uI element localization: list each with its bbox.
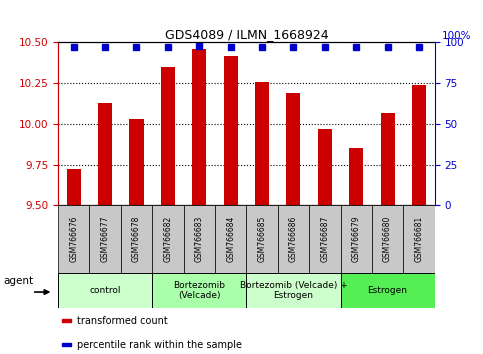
Bar: [58, 273, 152, 308]
Bar: [349, 148, 363, 205]
Bar: [341, 205, 372, 273]
Text: Bortezomib
(Velcade): Bortezomib (Velcade): [173, 281, 225, 300]
Bar: [62, 319, 71, 322]
Text: 100%: 100%: [442, 31, 472, 41]
Bar: [224, 56, 238, 205]
Bar: [246, 273, 341, 308]
Text: GSM766684: GSM766684: [226, 216, 235, 262]
Text: Estrogen: Estrogen: [368, 286, 408, 295]
Text: GSM766678: GSM766678: [132, 216, 141, 262]
Text: GSM766679: GSM766679: [352, 216, 361, 262]
Bar: [255, 81, 269, 205]
Text: GSM766687: GSM766687: [320, 216, 329, 262]
Bar: [152, 205, 184, 273]
Bar: [192, 49, 206, 205]
Bar: [98, 103, 112, 205]
Bar: [121, 205, 152, 273]
Bar: [403, 205, 435, 273]
Text: GSM766681: GSM766681: [414, 216, 424, 262]
Bar: [62, 343, 71, 346]
Text: control: control: [89, 286, 121, 295]
Bar: [412, 85, 426, 205]
Bar: [246, 205, 278, 273]
Text: percentile rank within the sample: percentile rank within the sample: [77, 340, 242, 350]
Bar: [381, 113, 395, 205]
Text: GSM766683: GSM766683: [195, 216, 204, 262]
Bar: [184, 205, 215, 273]
Text: GSM766682: GSM766682: [163, 216, 172, 262]
Bar: [372, 205, 403, 273]
Text: GSM766677: GSM766677: [100, 216, 110, 262]
Text: GSM766680: GSM766680: [383, 216, 392, 262]
Bar: [67, 170, 81, 205]
Bar: [89, 205, 121, 273]
Bar: [152, 273, 246, 308]
Bar: [318, 129, 332, 205]
Bar: [58, 205, 89, 273]
Text: agent: agent: [3, 276, 33, 286]
Text: GSM766676: GSM766676: [69, 216, 78, 262]
Bar: [161, 67, 175, 205]
Text: transformed count: transformed count: [77, 316, 168, 326]
Bar: [286, 93, 300, 205]
Text: GSM766685: GSM766685: [257, 216, 267, 262]
Bar: [341, 273, 435, 308]
Bar: [278, 205, 309, 273]
Text: Bortezomib (Velcade) +
Estrogen: Bortezomib (Velcade) + Estrogen: [240, 281, 347, 300]
Bar: [129, 119, 143, 205]
Text: GSM766686: GSM766686: [289, 216, 298, 262]
Bar: [309, 205, 341, 273]
Bar: [215, 205, 246, 273]
Title: GDS4089 / ILMN_1668924: GDS4089 / ILMN_1668924: [165, 28, 328, 41]
